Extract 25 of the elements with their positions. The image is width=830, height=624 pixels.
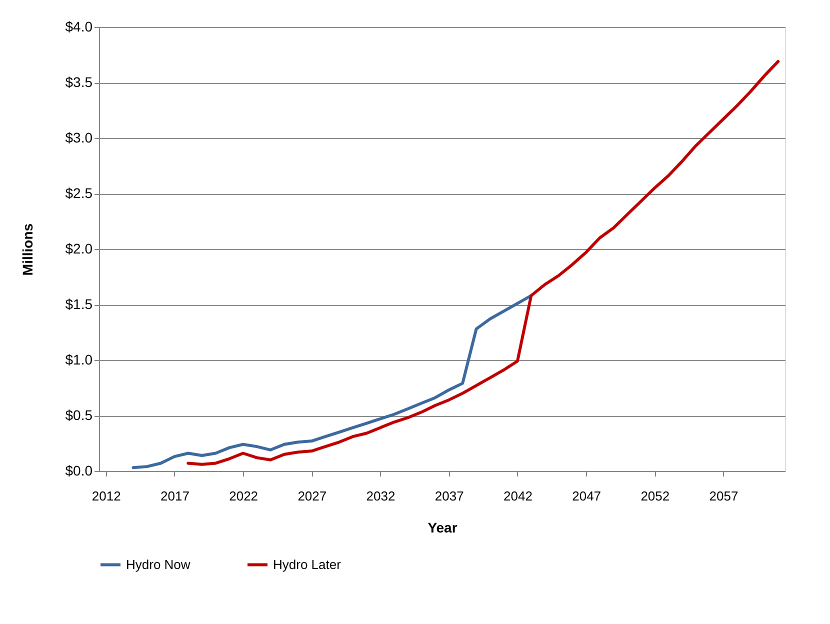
line-series: [186, 60, 780, 466]
x-tick-label: 2042: [504, 488, 532, 504]
y-tick-label: $2.0: [65, 240, 93, 256]
x-tick-label: 2022: [229, 488, 258, 504]
x-tick-label: 2052: [640, 488, 670, 504]
x-tick-label: 2027: [298, 488, 327, 504]
x-axis-title: Year: [428, 520, 458, 536]
x-tick-label: 2047: [572, 488, 602, 504]
x-tick-label: 2017: [160, 488, 190, 504]
y-tick-label: $0.0: [65, 462, 93, 478]
x-tick-label: 2057: [709, 488, 738, 504]
x-tick-label: 2037: [434, 488, 464, 504]
y-tick-label: $1.5: [65, 296, 93, 312]
x-tick-label: 2012: [92, 488, 121, 504]
line-series: [132, 294, 533, 470]
legend-label: Hydro Later: [273, 556, 342, 572]
y-tick-label: $2.5: [65, 185, 93, 201]
y-tick-label: $1.0: [65, 352, 93, 368]
y-tick-label: $0.5: [65, 407, 93, 423]
y-tick-label: $4.0: [65, 18, 93, 34]
y-tick-label: $3.0: [65, 130, 93, 146]
y-tick-label: $3.5: [65, 74, 93, 90]
y-axis-title: Millions: [19, 223, 36, 276]
legend-label: Hydro Now: [126, 556, 191, 572]
x-tick-label: 2032: [366, 488, 396, 504]
